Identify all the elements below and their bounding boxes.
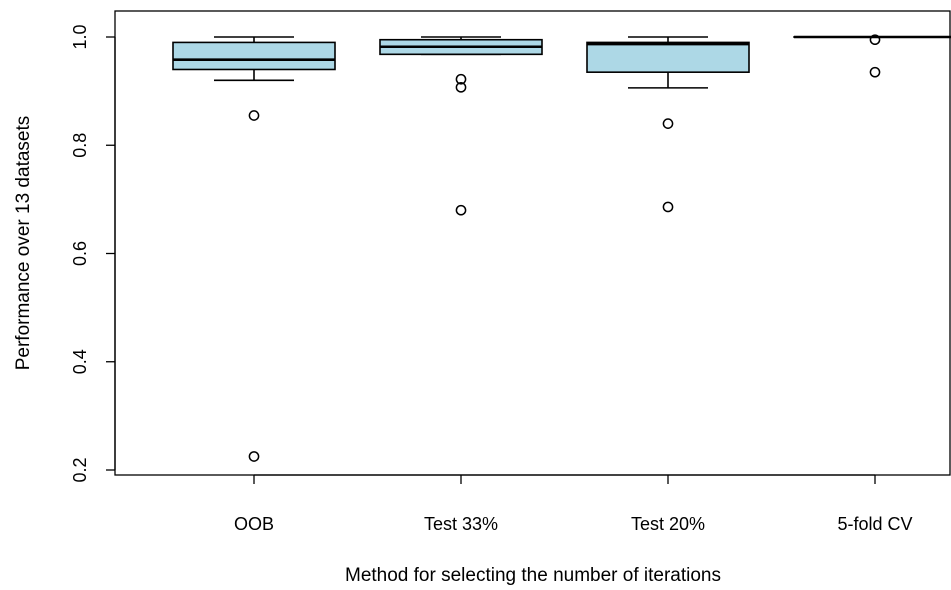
outlier-point — [869, 34, 881, 46]
outlier-point — [869, 66, 881, 78]
outlier-point — [455, 204, 467, 216]
x-tick-label: 5-fold CV — [837, 514, 912, 534]
outlier-point — [248, 451, 260, 462]
y-tick-label: 0.4 — [70, 349, 90, 374]
y-axis-title: Performance over 13 datasets — [13, 116, 34, 371]
outlier-point — [662, 118, 674, 129]
y-tick-label: 1.0 — [70, 24, 90, 49]
x-tick-label: Test 33% — [424, 514, 498, 534]
box-group — [586, 36, 750, 213]
x-axis-title: Method for selecting the number of itera… — [345, 565, 721, 586]
y-tick-label: 0.6 — [70, 241, 90, 266]
outlier-point — [455, 73, 467, 85]
plot-marks — [172, 34, 951, 462]
y-tick-label: 0.8 — [70, 133, 90, 158]
x-tick-label: OOB — [234, 514, 274, 534]
y-axis: 0.2 0.4 0.6 0.8 1.0 — [70, 24, 116, 483]
x-axis: OOB Test 33% Test 20% 5-fold CV — [234, 474, 913, 534]
iqr-box — [172, 41, 336, 71]
box-group — [379, 36, 543, 216]
iqr-box — [586, 41, 750, 73]
outlier-point — [248, 110, 260, 121]
outlier-point — [455, 81, 467, 93]
box-group — [793, 34, 951, 78]
x-tick-label: Test 20% — [631, 514, 705, 534]
outlier-point — [662, 201, 674, 213]
y-tick-label: 0.2 — [70, 457, 90, 482]
box-group — [172, 36, 336, 462]
